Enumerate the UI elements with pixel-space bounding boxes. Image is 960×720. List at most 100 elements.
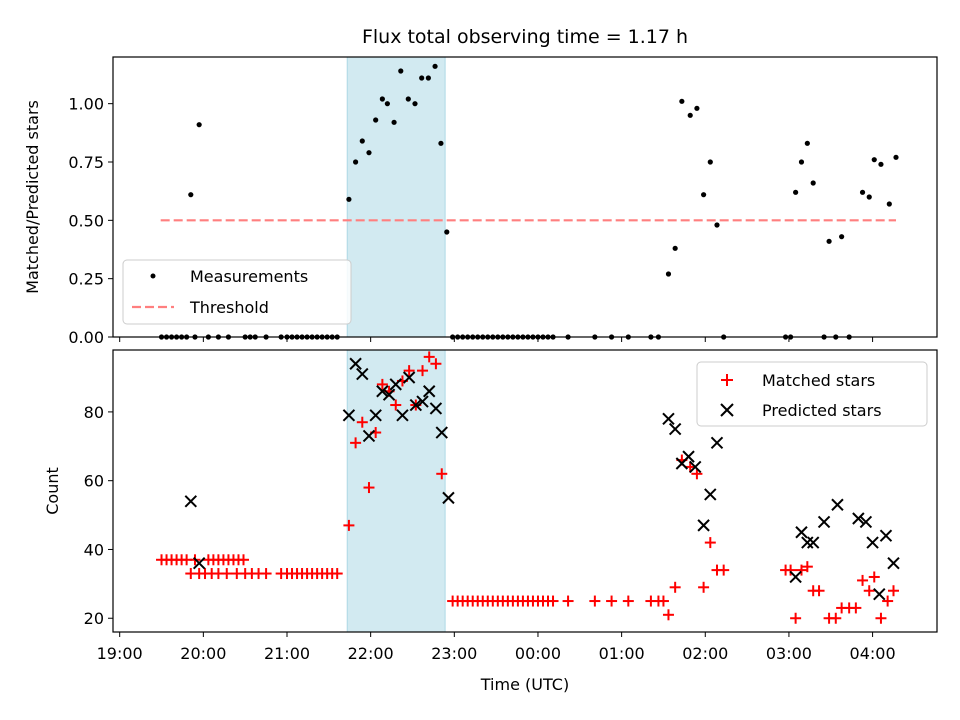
matched-star-point [547, 595, 559, 607]
measurement-point [859, 189, 866, 195]
measurement-point [366, 150, 372, 156]
bottom-y-tick-label: 80 [84, 403, 104, 422]
measurement-point [793, 189, 799, 195]
top-panel: 0.00 0.25 0.50 0.75 1.00 Matched/Predicted s… [23, 56, 938, 347]
measurement-point [886, 201, 892, 207]
predicted-star-point [697, 519, 710, 532]
predicted-star-point [789, 570, 802, 584]
top-plot-frame [112, 56, 938, 338]
predicted-star-stroke-b [689, 460, 702, 474]
predicted-star-point [806, 536, 820, 549]
x-tick-label: 20:00 [180, 644, 226, 663]
x-tick-label: 22:00 [348, 644, 394, 663]
top-x-ticks [119, 337, 874, 342]
matched-star-point [376, 378, 388, 390]
matched-star-point [698, 581, 710, 593]
matched-star-point [790, 612, 802, 624]
bottom-y-axis-label: Count [43, 467, 62, 515]
matched-star-point [718, 564, 730, 576]
measurement-point [866, 194, 872, 200]
predicted-star-stroke-b [817, 515, 831, 529]
predicted-star-stroke-b [369, 409, 382, 422]
measurement-point [804, 140, 810, 146]
matched-star-point [795, 564, 807, 576]
predicted-star-point [402, 371, 416, 384]
measurement-point [826, 238, 832, 244]
measurement-point [665, 271, 672, 277]
legend-predicted-marker [720, 403, 734, 417]
predicted-star-stroke-b [789, 570, 802, 584]
x-tick-label: 23:00 [431, 644, 477, 663]
predicted-star-stroke-b [423, 385, 436, 398]
measurement-point [384, 101, 390, 107]
matched-star-point [331, 568, 343, 580]
x-tick-label: 03:00 [766, 644, 812, 663]
matched-star-point [863, 585, 875, 597]
predicted-star-stroke-b [356, 367, 369, 381]
predicted-star-point [668, 422, 682, 436]
matched-star-point [691, 468, 703, 480]
x-tick-label: 19:00 [97, 644, 143, 663]
predicted-star-stroke-b [429, 402, 443, 415]
bottom-panel: 20 40 60 80 19:00 20:00 21:00 22:00 23:00 00:00 0… [43, 349, 938, 694]
predicted-star-stroke-b [682, 450, 695, 463]
legend-measurements-marker [150, 273, 156, 279]
predicted-star-stroke-b [806, 536, 820, 549]
legend-threshold-label: Threshold [189, 298, 269, 317]
measurement-point [839, 234, 845, 240]
measurement-point [432, 63, 438, 69]
predicted-star-point [349, 357, 362, 370]
predicted-stars-points [184, 357, 900, 601]
top-y-axis: 0.00 0.25 0.50 0.75 1.00 [68, 95, 113, 347]
predicted-star-point [396, 409, 409, 422]
predicted-star-stroke-b [389, 378, 402, 391]
predicted-star-point [416, 395, 429, 408]
predicted-star-point [184, 495, 198, 508]
matched-star-point [622, 595, 634, 607]
matched-star-point [403, 365, 415, 377]
top-y-tick-label: 1.00 [68, 95, 104, 114]
top-y-tick-label: 0.75 [68, 153, 104, 172]
matched-star-point [830, 612, 842, 624]
matched-star-point [662, 609, 674, 621]
x-tick-label: 01:00 [599, 644, 645, 663]
predicted-star-point [831, 498, 844, 511]
matched-star-point [417, 365, 429, 377]
matched-star-point [657, 595, 669, 607]
matched-star-point [801, 561, 813, 573]
matched-star-point [850, 602, 862, 614]
legend-predicted-label: Predicted stars [762, 401, 882, 420]
predicted-star-stroke-b [349, 357, 362, 370]
measurement-point [379, 96, 385, 102]
predicted-star-point [879, 529, 893, 542]
matched-star-point [356, 416, 368, 428]
predicted-star-point [435, 426, 448, 439]
matched-star-point [875, 612, 887, 624]
predicted-star-stroke-b [396, 409, 409, 422]
measurement-point [672, 245, 678, 251]
predicted-star-stroke-b [704, 488, 717, 501]
predicted-star-point [682, 450, 695, 463]
predicted-star-stroke-b [887, 557, 900, 570]
matched-star-point [260, 568, 272, 580]
measurement-point [810, 180, 816, 186]
predicted-star-stroke-b [409, 398, 423, 412]
matched-star-point [589, 595, 601, 607]
predicted-star-point [710, 436, 724, 450]
predicted-star-stroke-b [192, 557, 206, 570]
measurement-point [893, 154, 899, 160]
measurement-point [425, 75, 431, 81]
bottom-observing-window [346, 349, 446, 633]
measurement-point [391, 119, 397, 125]
measurement-point [878, 161, 884, 167]
top-legend: Measurements Threshold [122, 259, 352, 325]
measurement-point [687, 112, 693, 118]
predicted-star-stroke-b [879, 529, 893, 542]
measurement-point [405, 96, 411, 102]
predicted-star-point [362, 429, 376, 443]
bottom-x-axis: 19:00 20:00 21:00 22:00 23:00 00:00 01:00 02:00… [97, 632, 896, 663]
x-axis-label: Time (UTC) [480, 675, 569, 694]
measurement-point [707, 159, 713, 165]
predicted-star-point [342, 409, 356, 422]
top-y-tick-label: 0.00 [68, 328, 104, 347]
